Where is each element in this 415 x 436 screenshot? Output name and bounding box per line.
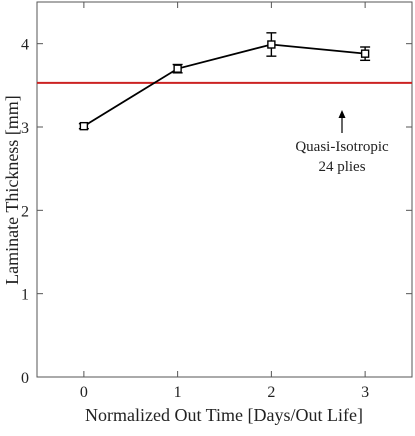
annotation-label-line2: 24 plies — [318, 159, 365, 175]
y-tick-label: 1 — [21, 287, 29, 304]
x-tick-label: 1 — [174, 384, 182, 401]
y-tick-label: 4 — [21, 37, 29, 54]
data-point — [360, 49, 370, 58]
data-point — [79, 121, 89, 131]
y-tick-label: 2 — [21, 203, 29, 220]
data-point — [173, 64, 182, 73]
y-tick-label: 0 — [21, 370, 29, 387]
plot-frame — [36, 1, 413, 378]
annotation-label-line1: Quasi-Isotropic — [295, 139, 389, 155]
data-series — [78, 32, 371, 131]
series-line — [83, 43, 366, 127]
x-tick-label: 2 — [267, 384, 275, 401]
x-tick-label: 3 — [361, 384, 369, 401]
y-axis-title: Laminate Thickness [mm] — [2, 95, 22, 285]
x-tick-label: 0 — [80, 384, 88, 401]
y-axis-ticks: 0 1 2 3 4 — [21, 37, 412, 387]
x-axis-ticks: 0 1 2 3 — [80, 2, 369, 401]
reference-annotation: Quasi-Isotropic 24 plies — [295, 110, 389, 175]
x-axis-title: Normalized Out Time [Days/Out Life] — [85, 405, 363, 425]
y-tick-label: 3 — [21, 120, 29, 137]
data-point — [267, 40, 276, 49]
annotation-arrow-head — [338, 110, 346, 118]
